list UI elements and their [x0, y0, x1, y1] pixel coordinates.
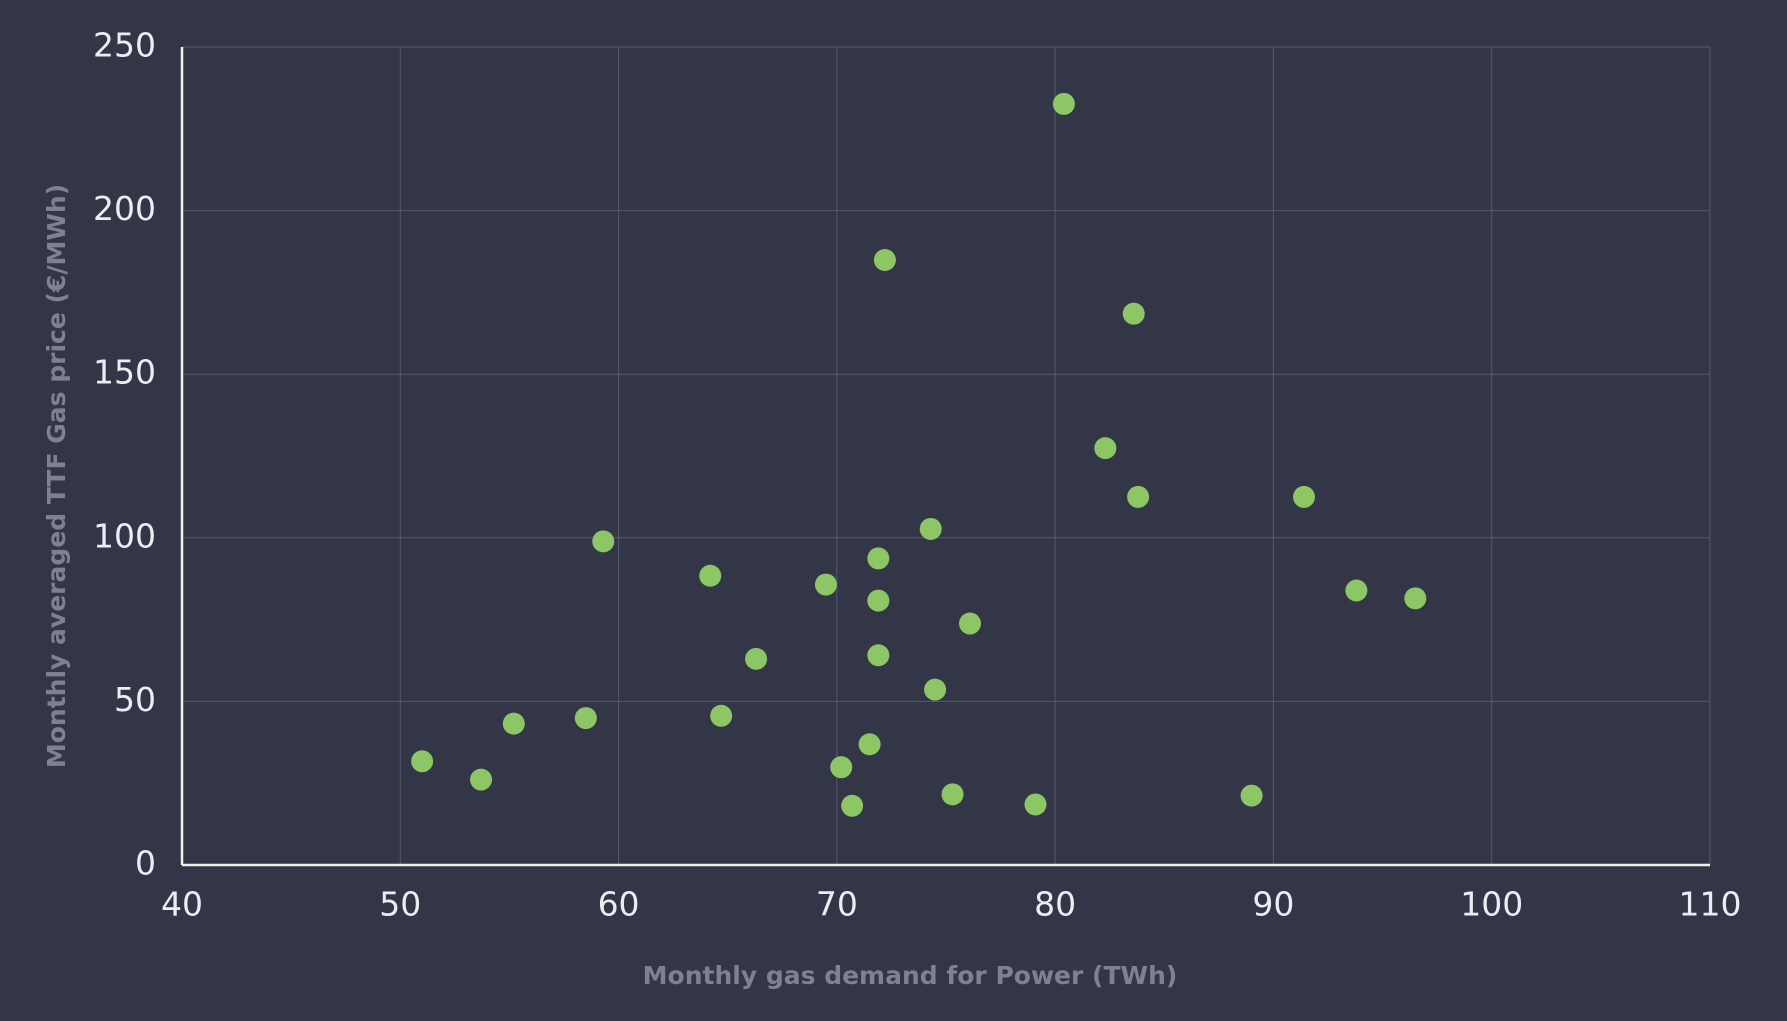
- point: [699, 564, 722, 587]
- point: [502, 712, 525, 735]
- x-tick-label: 100: [1460, 885, 1523, 924]
- x-tick-label: 50: [379, 885, 421, 924]
- point: [867, 644, 890, 667]
- x-tick-label: 90: [1252, 885, 1294, 924]
- point: [1024, 793, 1047, 816]
- point: [867, 589, 890, 612]
- x-tick-label: 40: [161, 885, 203, 924]
- point: [814, 573, 837, 596]
- point: [867, 547, 890, 570]
- y-tick-label: 200: [93, 189, 156, 228]
- point: [1094, 437, 1117, 460]
- point: [959, 612, 982, 635]
- point: [1404, 587, 1427, 610]
- point: [1292, 485, 1315, 508]
- point: [858, 733, 881, 756]
- point: [745, 647, 768, 670]
- point: [830, 756, 853, 779]
- point: [873, 249, 896, 272]
- y-axis-title: Monthly averaged TTF Gas price (€/MWh): [42, 184, 71, 768]
- point: [1345, 579, 1368, 602]
- point: [470, 768, 493, 791]
- point: [1052, 92, 1075, 115]
- point: [941, 783, 964, 806]
- x-axis-title: Monthly gas demand for Power (TWh): [643, 961, 1178, 990]
- y-tick-label: 0: [135, 844, 156, 883]
- point: [924, 678, 947, 701]
- point: [574, 707, 597, 730]
- y-tick-label: 150: [93, 353, 156, 392]
- point: [1240, 784, 1263, 807]
- x-tick-label: 80: [1034, 885, 1076, 924]
- point: [841, 794, 864, 817]
- point: [592, 530, 615, 553]
- point: [710, 704, 733, 727]
- y-tick-label: 100: [93, 516, 156, 555]
- y-tick-label: 50: [114, 680, 156, 719]
- point: [919, 517, 942, 540]
- x-tick-label: 60: [598, 885, 640, 924]
- x-tick-label: 70: [816, 885, 858, 924]
- point: [1122, 302, 1145, 325]
- point: [1127, 485, 1150, 508]
- y-tick-label: 250: [93, 26, 156, 65]
- point: [411, 750, 434, 773]
- x-tick-label: 110: [1679, 885, 1742, 924]
